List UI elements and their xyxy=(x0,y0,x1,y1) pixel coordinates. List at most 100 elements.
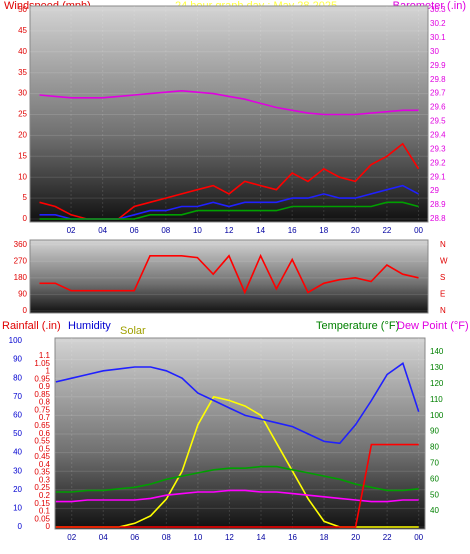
y3-tick-label: 1.1 xyxy=(39,351,51,360)
series-line xyxy=(39,201,419,220)
x-tick-label: 02 xyxy=(67,226,76,235)
y3-tick-label: 0.9 xyxy=(39,382,51,391)
x-tick-label: 14 xyxy=(256,226,265,235)
y-tick-label: 40 xyxy=(18,47,27,56)
x-tick-label: 06 xyxy=(130,226,139,235)
y-tick-label: 50 xyxy=(13,429,22,438)
y-tick-label: 25 xyxy=(18,110,27,119)
x-tick-label: 08 xyxy=(162,533,171,542)
y2-tick-label: 29 xyxy=(430,186,439,195)
x-tick-label: 12 xyxy=(225,533,234,542)
y2-tick-label: 120 xyxy=(430,379,444,388)
y2-tick-label: E xyxy=(440,289,445,298)
y2-tick-label: 28.8 xyxy=(430,214,446,223)
humidity-label: Humidity xyxy=(68,320,111,332)
y2-tick-label: 40 xyxy=(430,506,439,515)
y2-tick-label: W xyxy=(440,256,448,265)
y2-tick-label: 30.3 xyxy=(430,5,446,14)
barometer-label: Barometer (.in) xyxy=(393,0,466,12)
series-line xyxy=(55,362,420,445)
plot-area xyxy=(29,239,429,314)
y2-tick-label: N xyxy=(440,240,446,249)
y3-tick-label: 0.8 xyxy=(39,398,51,407)
y3-tick-label: 0.7 xyxy=(39,413,51,422)
x-tick-label: 04 xyxy=(99,533,108,542)
y2-tick-label: 50 xyxy=(430,490,439,499)
y2-tick-label: 30.1 xyxy=(430,33,446,42)
y-tick-label: 90 xyxy=(18,289,27,298)
y3-tick-label: 0.5 xyxy=(39,444,51,453)
x-tick-label: 14 xyxy=(257,533,266,542)
y-tick-label: 30 xyxy=(18,89,27,98)
x-tick-label: 16 xyxy=(288,533,297,542)
x-tick-label: 20 xyxy=(351,533,360,542)
y-tick-label: 180 xyxy=(14,273,28,282)
y3-tick-label: 0.3 xyxy=(39,475,51,484)
y2-tick-label: 90 xyxy=(430,427,439,436)
y2-tick-label: 70 xyxy=(430,459,439,468)
y3-tick-label: 1.05 xyxy=(34,359,50,368)
rainfall-label: Rainfall (.in) xyxy=(2,320,61,332)
y3-tick-label: 0.55 xyxy=(34,437,50,446)
y-tick-label: 100 xyxy=(9,336,23,345)
plot-layer xyxy=(30,6,428,222)
y2-tick-label: S xyxy=(440,273,445,282)
y2-tick-label: 28.9 xyxy=(430,200,446,209)
y2-tick-label: 29.8 xyxy=(430,75,446,84)
temperature-label: Temperature (°F) xyxy=(316,320,399,332)
y-tick-label: 270 xyxy=(14,256,28,265)
y3-tick-label: 0.35 xyxy=(34,468,50,477)
solar-label: Solar xyxy=(120,325,146,337)
y2-tick-label: 30 xyxy=(430,47,439,56)
y-tick-label: 50 xyxy=(18,5,27,14)
x-tick-label: 02 xyxy=(67,533,76,542)
y-tick-label: 90 xyxy=(13,355,22,364)
y3-tick-label: 0 xyxy=(46,522,51,531)
x-tick-label: 10 xyxy=(193,533,202,542)
y-tick-label: 20 xyxy=(18,131,27,140)
y-tick-label: 10 xyxy=(18,172,27,181)
y2-tick-label: 29.2 xyxy=(430,158,446,167)
y3-tick-label: 0.25 xyxy=(34,483,50,492)
y2-tick-label: 29.7 xyxy=(430,89,446,98)
x-tick-label: 06 xyxy=(130,533,139,542)
y2-tick-label: 29.9 xyxy=(430,61,446,70)
y2-tick-label: 100 xyxy=(430,411,444,420)
series-line xyxy=(55,443,419,528)
x-tick-label: 10 xyxy=(193,226,202,235)
y-tick-label: 40 xyxy=(13,448,22,457)
x-tick-label: 22 xyxy=(383,533,392,542)
y-tick-label: 70 xyxy=(13,392,22,401)
y3-tick-label: 0.65 xyxy=(34,421,50,430)
series-line xyxy=(39,253,419,295)
y2-tick-label: 130 xyxy=(430,363,444,372)
y-tick-label: 60 xyxy=(13,411,22,420)
y-tick-label: 30 xyxy=(13,466,22,475)
y2-tick-label: 29.3 xyxy=(430,144,446,153)
y-tick-label: 0 xyxy=(23,306,28,315)
y3-tick-label: 0.15 xyxy=(34,499,50,508)
y-tick-label: 360 xyxy=(14,240,28,249)
x-tick-label: 16 xyxy=(288,226,297,235)
y2-tick-label: 29.4 xyxy=(430,131,446,140)
y-tick-label: 20 xyxy=(13,485,22,494)
y2-tick-label: 30.2 xyxy=(430,19,446,28)
plot-layer xyxy=(55,338,425,529)
y3-tick-label: 0.1 xyxy=(39,507,51,516)
x-tick-label: 18 xyxy=(320,533,329,542)
y-tick-label: 45 xyxy=(18,26,27,35)
y2-tick-label: 110 xyxy=(430,395,443,404)
series-line xyxy=(55,465,419,493)
x-tick-label: 04 xyxy=(98,226,107,235)
x-tick-label: 00 xyxy=(414,533,423,542)
y3-tick-label: 0.45 xyxy=(34,452,50,461)
y-tick-label: 0 xyxy=(18,522,23,531)
y2-tick-label: 29.5 xyxy=(430,117,446,126)
y2-tick-label: N xyxy=(440,306,446,315)
x-tick-label: 22 xyxy=(382,226,391,235)
y2-tick-label: 29.1 xyxy=(430,172,446,181)
y-tick-label: 80 xyxy=(13,373,22,382)
y3-tick-label: 0.75 xyxy=(34,405,50,414)
x-tick-label: 18 xyxy=(319,226,328,235)
y-tick-label: 0 xyxy=(23,214,28,223)
